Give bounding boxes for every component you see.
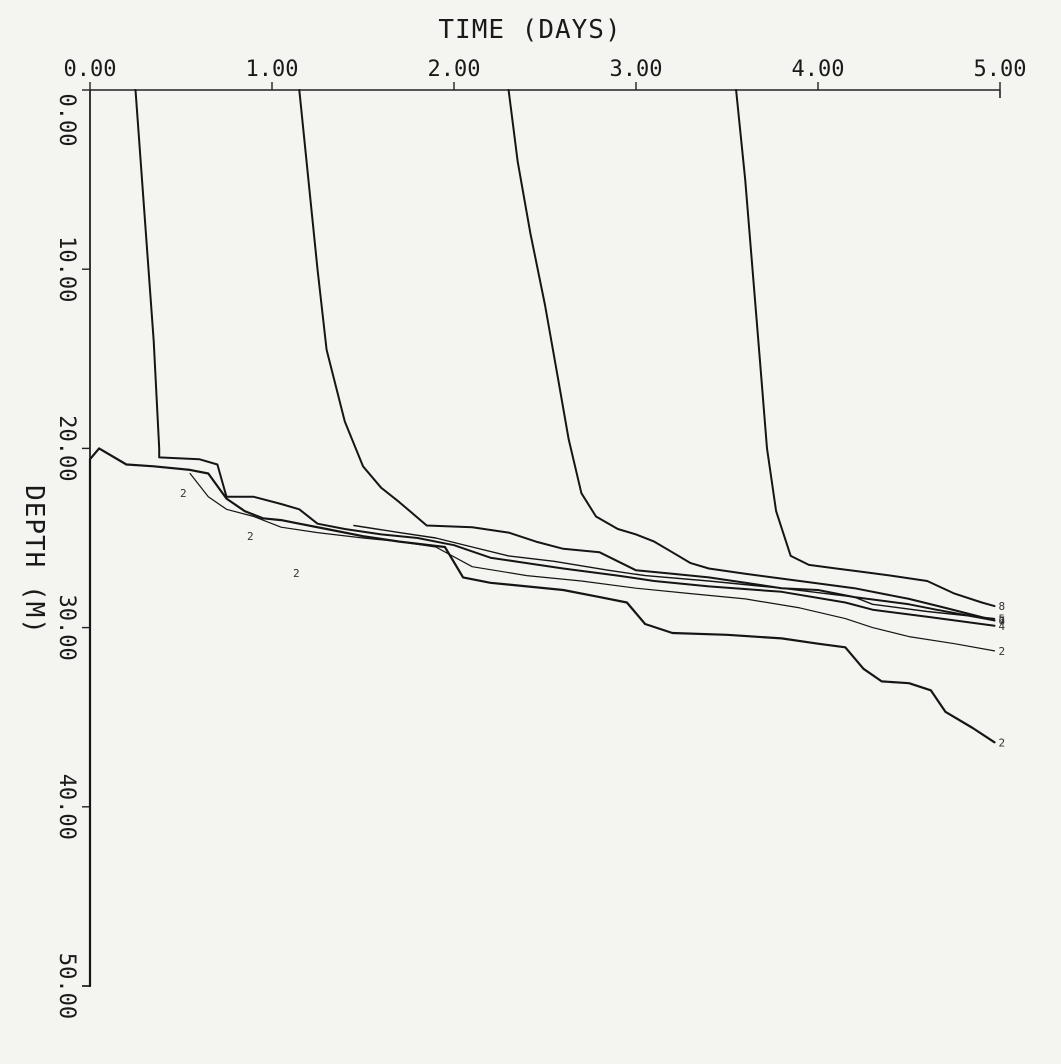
curve-annotation: 2 xyxy=(247,530,254,543)
y-tick-label: 10.00 xyxy=(54,236,79,302)
series-4-line xyxy=(134,89,996,627)
y-tick-label: 50.00 xyxy=(54,953,79,1019)
x-tick-label: 1.00 xyxy=(246,57,299,82)
series-6-line xyxy=(298,89,996,622)
series-3-line xyxy=(189,472,996,652)
x-tick-label: 3.00 xyxy=(610,57,663,82)
y-tick-label: 0.00 xyxy=(54,94,79,147)
x-axis-title: TIME (DAYS) xyxy=(438,15,621,45)
series-5-line xyxy=(353,524,996,620)
y-tick-label: 20.00 xyxy=(54,415,79,481)
curve-annotation: 2 xyxy=(293,567,300,580)
series-2-end-label: 2 xyxy=(999,736,1006,749)
x-tick-label: 2.00 xyxy=(428,57,481,82)
curve-annotation: 2 xyxy=(180,487,187,500)
series-3-end-label: 2 xyxy=(999,645,1006,658)
series-4-end-label: 4 xyxy=(999,620,1006,633)
x-tick-label: 5.00 xyxy=(974,57,1027,82)
series-2-line xyxy=(88,447,996,988)
y-axis-ticks: 0.00 10.00 20.00 30.00 40.00 50.00 xyxy=(54,89,90,1019)
series-5-end-label: 5 xyxy=(999,613,1006,626)
y-tick-label: 30.00 xyxy=(54,594,79,660)
series-8-end-label: 8 xyxy=(999,600,1006,613)
y-tick-label: 40.00 xyxy=(54,774,79,840)
series-group xyxy=(88,89,996,988)
series-7-line xyxy=(507,89,996,622)
series-8-line xyxy=(735,89,996,608)
series-7-end-label: 7 xyxy=(999,614,1006,627)
y-axis-title: DEPTH (M) xyxy=(19,485,49,635)
chart-frame xyxy=(82,89,1001,987)
series-6-end-label: 6 xyxy=(999,614,1006,627)
x-axis-ticks: 0.00 1.00 2.00 3.00 4.00 5.00 xyxy=(64,57,1027,90)
x-tick-label: 0.00 xyxy=(64,57,117,82)
x-tick-label: 4.00 xyxy=(792,57,845,82)
